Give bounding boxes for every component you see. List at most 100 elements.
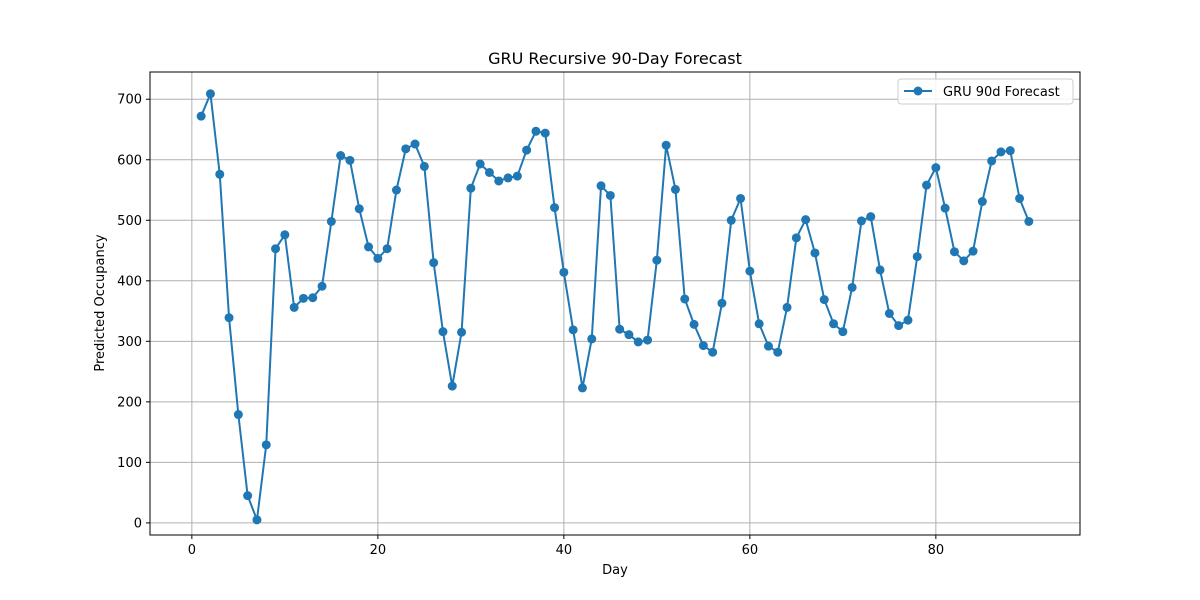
y-tick-label: 500 (117, 214, 142, 229)
data-point (949, 247, 959, 257)
y-tick-label: 0 (134, 516, 142, 531)
data-point (745, 266, 755, 276)
chart-title: GRU Recursive 90-Day Forecast (488, 49, 742, 68)
y-tick-label: 100 (117, 456, 142, 471)
x-tick-label: 60 (742, 543, 759, 558)
x-tick-label: 20 (370, 543, 387, 558)
data-point (912, 252, 922, 262)
data-point (633, 337, 643, 347)
data-point (252, 515, 262, 525)
data-point (503, 173, 513, 183)
data-point (447, 381, 457, 391)
data-point (410, 139, 420, 149)
data-point (308, 293, 318, 303)
data-point (550, 203, 560, 213)
data-point (494, 176, 504, 186)
data-point (670, 184, 680, 194)
data-point (819, 295, 829, 305)
data-point (698, 341, 708, 351)
y-tick-label: 300 (117, 335, 142, 350)
data-point (1024, 216, 1034, 226)
data-point (271, 244, 281, 254)
data-point (196, 111, 206, 121)
data-point (736, 193, 746, 203)
legend-label: GRU 90d Forecast (943, 85, 1060, 100)
data-point (587, 334, 597, 344)
data-point (401, 144, 411, 154)
data-point (847, 282, 857, 292)
data-point (326, 216, 336, 226)
data-point (763, 341, 773, 351)
data-point (866, 212, 876, 222)
data-point (624, 330, 634, 340)
data-point (559, 267, 569, 277)
x-tick-label: 40 (556, 543, 573, 558)
data-point (280, 230, 290, 240)
data-point (810, 248, 820, 258)
data-point (726, 215, 736, 225)
data-point (829, 319, 839, 329)
data-point (475, 159, 485, 169)
data-point (373, 253, 383, 263)
data-point (457, 327, 467, 337)
data-point (438, 327, 448, 337)
data-point (577, 383, 587, 393)
x-tick-label: 0 (188, 543, 196, 558)
y-tick-label: 600 (117, 153, 142, 168)
data-point (931, 163, 941, 173)
plot-frame (149, 71, 1081, 536)
data-point (336, 151, 346, 161)
data-point (1015, 193, 1025, 203)
grid-lines (150, 72, 1080, 535)
data-point (512, 171, 522, 181)
data-point (484, 167, 494, 177)
data-point (261, 440, 271, 450)
x-axis-label: Day (602, 563, 628, 578)
data-point (661, 140, 671, 150)
data-point (419, 161, 429, 171)
data-point (754, 319, 764, 329)
data-point (801, 215, 811, 225)
data-point (996, 147, 1006, 157)
data-point (708, 347, 718, 357)
data-point (243, 491, 253, 501)
legend-marker-swatch (913, 86, 923, 96)
data-point (968, 246, 978, 256)
legend: GRU 90d Forecast (897, 78, 1074, 105)
data-point (354, 204, 364, 214)
data-point (615, 324, 625, 334)
data-point (977, 197, 987, 207)
data-point (856, 216, 866, 226)
data-point (1005, 146, 1015, 156)
data-point (224, 313, 234, 323)
y-tick-label: 200 (117, 395, 142, 410)
data-point (429, 258, 439, 268)
data-point (717, 298, 727, 308)
data-point (987, 156, 997, 166)
data-point (605, 190, 615, 200)
axis-ticks: 0 20 40 60 80 0 100 200 300 400 500 600 700 (117, 93, 944, 558)
data-point (940, 203, 950, 213)
data-point (959, 256, 969, 266)
data-point (884, 308, 894, 318)
data-point (466, 183, 476, 193)
data-point (922, 180, 932, 190)
data-point (596, 181, 606, 191)
data-point (531, 126, 541, 136)
data-point (838, 327, 848, 337)
data-point (215, 169, 225, 179)
series-layer (196, 89, 1034, 525)
data-point (382, 244, 392, 254)
data-point (791, 233, 801, 243)
data-point (643, 335, 653, 345)
data-point (540, 128, 550, 138)
data-point (680, 294, 690, 304)
data-point (782, 302, 792, 312)
data-point (364, 242, 374, 252)
data-point (205, 89, 215, 99)
data-point (233, 410, 243, 420)
data-point (903, 315, 913, 325)
y-axis-label: Predicted Occupancy (93, 234, 108, 372)
data-point (652, 255, 662, 265)
